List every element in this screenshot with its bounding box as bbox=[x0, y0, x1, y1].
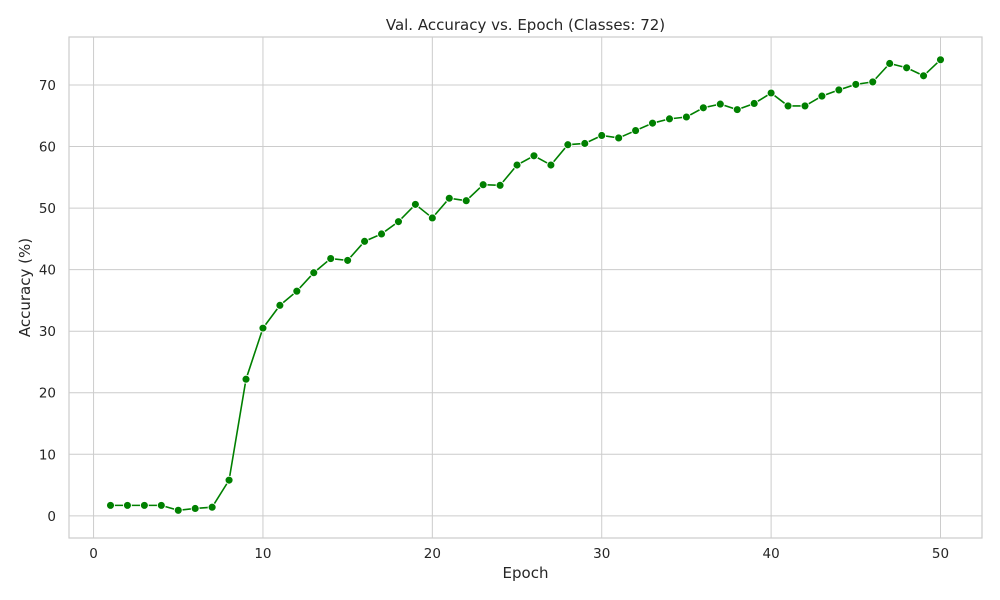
data-point bbox=[173, 505, 183, 515]
data-point bbox=[715, 99, 725, 109]
y-tick-label: 20 bbox=[39, 386, 56, 402]
data-point bbox=[292, 286, 302, 296]
series-points bbox=[106, 55, 945, 515]
data-point bbox=[563, 140, 573, 150]
data-point bbox=[427, 213, 437, 223]
data-point bbox=[309, 268, 319, 278]
x-tick-label: 40 bbox=[763, 546, 780, 562]
y-tick-label: 40 bbox=[39, 263, 56, 279]
data-point bbox=[631, 126, 641, 136]
y-axis-ticks: 0 10 20 30 40 50 60 70 bbox=[39, 78, 56, 525]
y-tick-label: 10 bbox=[39, 447, 56, 463]
data-point bbox=[377, 229, 386, 239]
data-point bbox=[902, 63, 912, 73]
data-point bbox=[817, 91, 827, 101]
x-tick-label: 10 bbox=[254, 546, 271, 562]
y-axis-label: Accuracy (%) bbox=[16, 238, 34, 337]
data-point bbox=[241, 374, 251, 384]
data-point bbox=[546, 160, 556, 170]
x-tick-label: 20 bbox=[424, 546, 441, 562]
data-point bbox=[681, 112, 691, 122]
x-tick-label: 0 bbox=[89, 546, 98, 562]
data-point bbox=[614, 133, 624, 143]
data-point bbox=[580, 139, 590, 148]
data-point bbox=[360, 236, 370, 246]
y-tick-label: 50 bbox=[39, 201, 56, 217]
data-point bbox=[868, 77, 878, 87]
data-point bbox=[783, 101, 793, 111]
data-point bbox=[275, 300, 285, 310]
data-point bbox=[529, 151, 539, 161]
data-point bbox=[766, 88, 776, 98]
chart-title: Val. Accuracy vs. Epoch (Classes: 72) bbox=[386, 16, 665, 34]
plot-frame bbox=[68, 36, 983, 539]
data-point bbox=[732, 105, 742, 115]
data-point bbox=[122, 500, 132, 510]
data-point bbox=[698, 103, 708, 113]
data-point bbox=[936, 55, 945, 65]
data-point bbox=[512, 160, 522, 170]
data-point bbox=[665, 114, 674, 124]
y-tick-label: 70 bbox=[39, 78, 56, 94]
y-tick-label: 0 bbox=[47, 509, 56, 525]
data-point bbox=[749, 99, 759, 108]
data-point bbox=[834, 85, 844, 95]
data-point bbox=[258, 323, 268, 333]
data-point bbox=[156, 500, 166, 510]
data-point bbox=[224, 475, 234, 485]
data-point bbox=[919, 71, 929, 81]
x-axis-label: Epoch bbox=[503, 564, 549, 582]
data-point bbox=[461, 196, 471, 206]
data-point bbox=[478, 180, 488, 190]
data-point bbox=[343, 255, 353, 265]
data-point bbox=[190, 504, 200, 513]
x-axis-ticks: 0 10 20 30 40 50 bbox=[89, 546, 949, 562]
x-tick-label: 50 bbox=[932, 546, 949, 562]
data-point bbox=[207, 502, 217, 512]
data-point bbox=[648, 118, 657, 128]
data-point bbox=[800, 101, 810, 111]
x-tick-label: 30 bbox=[593, 546, 610, 562]
data-point bbox=[410, 199, 420, 209]
data-point bbox=[444, 193, 454, 203]
series-line bbox=[110, 59, 942, 512]
grid bbox=[69, 37, 982, 538]
data-point bbox=[851, 79, 861, 89]
data-point bbox=[394, 217, 403, 227]
data-point bbox=[495, 180, 505, 190]
y-tick-label: 30 bbox=[39, 324, 56, 340]
data-point bbox=[139, 500, 149, 510]
data-point bbox=[106, 500, 115, 510]
data-point bbox=[885, 59, 895, 68]
y-tick-label: 60 bbox=[39, 140, 56, 156]
data-point bbox=[597, 131, 607, 140]
data-point bbox=[326, 254, 336, 264]
